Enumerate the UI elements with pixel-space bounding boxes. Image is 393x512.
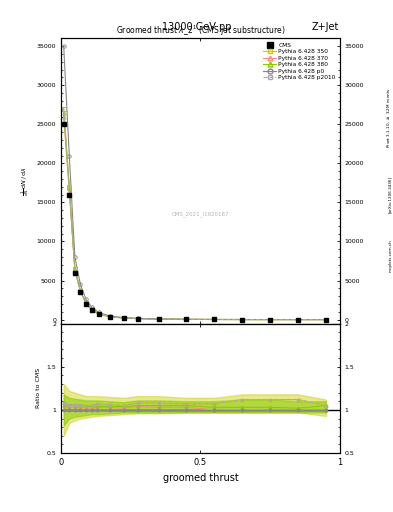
- Text: 13000 GeV pp: 13000 GeV pp: [162, 22, 231, 32]
- Y-axis label: $\frac{1}{\mathrm{d}N}\,\mathrm{d}N\,/\,\mathrm{d}\lambda$: $\frac{1}{\mathrm{d}N}\,\mathrm{d}N\,/\,…: [19, 166, 31, 196]
- X-axis label: groomed thrust: groomed thrust: [163, 473, 238, 482]
- Text: mcplots.cern.ch: mcplots.cern.ch: [388, 240, 392, 272]
- Text: Rivet 3.1.10, $\geq$ 3.2M events: Rivet 3.1.10, $\geq$ 3.2M events: [385, 88, 392, 148]
- Legend: CMS, Pythia 6.428 350, Pythia 6.428 370, Pythia 6.428 380, Pythia 6.428 p0, Pyth: CMS, Pythia 6.428 350, Pythia 6.428 370,…: [262, 41, 337, 81]
- Title: Groomed thrust $\lambda\_2^1$ (CMS jet substructure): Groomed thrust $\lambda\_2^1$ (CMS jet s…: [116, 24, 285, 38]
- Y-axis label: Ratio to CMS: Ratio to CMS: [36, 368, 41, 409]
- Text: Z+Jet: Z+Jet: [311, 22, 339, 32]
- Text: [arXiv:1306.3436]: [arXiv:1306.3436]: [388, 176, 392, 213]
- Text: CMS_2021_I1920187: CMS_2021_I1920187: [172, 211, 229, 217]
